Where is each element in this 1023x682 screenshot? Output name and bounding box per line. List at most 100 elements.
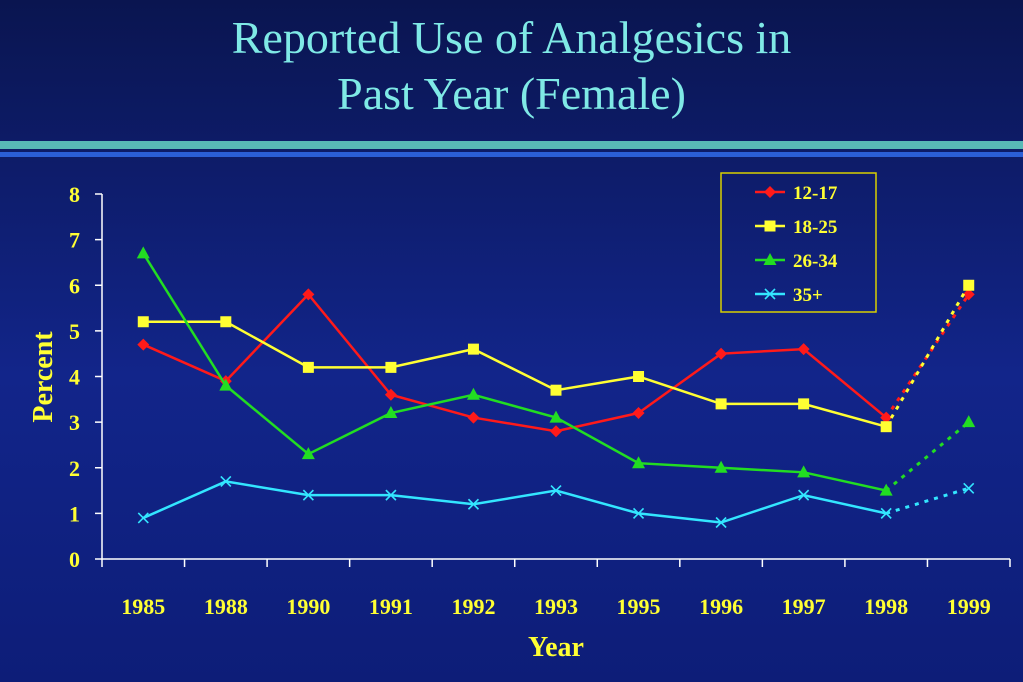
- data-point: [633, 371, 645, 382]
- data-point: [384, 388, 397, 401]
- legend-label: 26-34: [793, 251, 838, 272]
- data-point: [632, 456, 646, 469]
- series-line-35+: [142, 480, 887, 524]
- x-marker-stroke: [715, 516, 727, 529]
- x-marker-stroke: [302, 489, 314, 501]
- y-tick-label: 1: [69, 501, 80, 526]
- title-divider-blue: [0, 152, 1023, 157]
- x-tick-label: 1998: [864, 594, 908, 619]
- data-point: [549, 410, 563, 423]
- x-tick-label: 1991: [369, 594, 413, 619]
- x-marker-stroke: [467, 498, 480, 510]
- legend-label: 18-25: [793, 217, 837, 238]
- data-point: [137, 316, 149, 328]
- data-point: [219, 378, 233, 391]
- title-divider-teal: [0, 141, 1023, 149]
- data-point: [962, 415, 976, 428]
- data-point: [385, 489, 397, 501]
- x-tick-label: 1997: [782, 594, 826, 619]
- data-point: [963, 482, 975, 494]
- legend-label: 35+: [793, 285, 823, 306]
- legend-label: 12-17: [793, 183, 838, 204]
- x-tick-label: 1999: [947, 594, 991, 619]
- data-point: [715, 347, 728, 360]
- chart-axes: 0 1 2 3 4 5 6 7 8 1985 1988 1990 1991 1992 1993 1995 199…: [69, 182, 1011, 619]
- legend-marker: [764, 220, 776, 232]
- data-point: [136, 246, 150, 259]
- series-projection-18-25: [884, 284, 971, 428]
- y-tick-label: 5: [69, 319, 80, 344]
- x-tick-label: 1985: [121, 594, 165, 619]
- data-point: [137, 512, 149, 524]
- series-projection-35+: [885, 486, 970, 515]
- y-tick-label: 7: [69, 228, 80, 253]
- data-point: [632, 507, 645, 519]
- data-point: [137, 338, 150, 351]
- x-tick-label: 1995: [617, 594, 661, 619]
- data-point: [880, 421, 892, 433]
- x-tick-label: 1993: [534, 594, 578, 619]
- legend-marker: [764, 186, 776, 198]
- data-point: [798, 489, 810, 501]
- x-axis-title: Year: [528, 632, 584, 663]
- data-point: [880, 507, 892, 519]
- x-marker-stroke: [963, 482, 975, 494]
- data-point: [550, 425, 562, 438]
- data-point: [632, 407, 645, 419]
- x-marker-stroke: [764, 288, 776, 300]
- x-marker-stroke: [880, 507, 892, 519]
- data-point: [466, 387, 480, 400]
- x-marker-stroke: [385, 489, 397, 501]
- chart-legend: 12-17 18-25 26-34 35+: [720, 172, 877, 313]
- data-point: [550, 484, 562, 497]
- data-point: [715, 516, 727, 529]
- data-point: [963, 279, 975, 291]
- x-marker-stroke: [220, 475, 232, 488]
- series-line-18-25: [143, 320, 887, 428]
- series-26-34: [136, 246, 976, 496]
- title-line-1: Reported Use of Analgesics in: [231, 12, 792, 63]
- data-point: [550, 384, 562, 396]
- series-line-26-34: [142, 252, 887, 492]
- x-marker-stroke: [798, 489, 810, 501]
- data-point: [879, 483, 893, 496]
- data-point: [880, 411, 893, 424]
- series-18-25: [137, 279, 975, 433]
- y-axis-title: Percent: [28, 331, 59, 423]
- x-tick-label: 1992: [451, 594, 495, 619]
- data-point: [798, 398, 810, 410]
- chart-series: [136, 246, 976, 529]
- data-point: [467, 498, 480, 510]
- data-point: [384, 406, 398, 418]
- data-point: [302, 361, 314, 373]
- x-tick-label: 1996: [699, 594, 743, 619]
- data-point: [467, 343, 479, 355]
- x-marker-stroke: [550, 484, 562, 497]
- series-projection-26-34: [885, 420, 970, 492]
- x-tick-label: 1990: [286, 594, 330, 619]
- slide-title: Reported Use of Analgesics in Past Year …: [0, 10, 1023, 122]
- data-point: [301, 447, 315, 460]
- y-tick-label: 8: [69, 182, 80, 207]
- data-point: [467, 411, 480, 424]
- data-point: [385, 361, 397, 373]
- series-projection-12-17: [884, 293, 970, 419]
- data-point: [797, 343, 810, 356]
- x-marker-stroke: [137, 512, 149, 524]
- y-tick-label: 4: [69, 365, 80, 390]
- data-point: [797, 465, 811, 478]
- x-tick-label: 1988: [204, 594, 248, 619]
- y-tick-label: 2: [69, 456, 80, 481]
- y-tick-label: 3: [69, 410, 80, 435]
- title-line-2: Past Year (Female): [337, 68, 686, 119]
- legend-marker: [763, 253, 777, 265]
- data-point: [715, 398, 727, 410]
- y-tick-label: 6: [69, 273, 80, 298]
- legend-marker: [764, 288, 776, 300]
- series-line-12-17: [142, 292, 887, 433]
- x-marker-stroke: [632, 507, 645, 519]
- data-point: [220, 475, 232, 488]
- data-point: [302, 288, 315, 301]
- data-point: [220, 316, 232, 328]
